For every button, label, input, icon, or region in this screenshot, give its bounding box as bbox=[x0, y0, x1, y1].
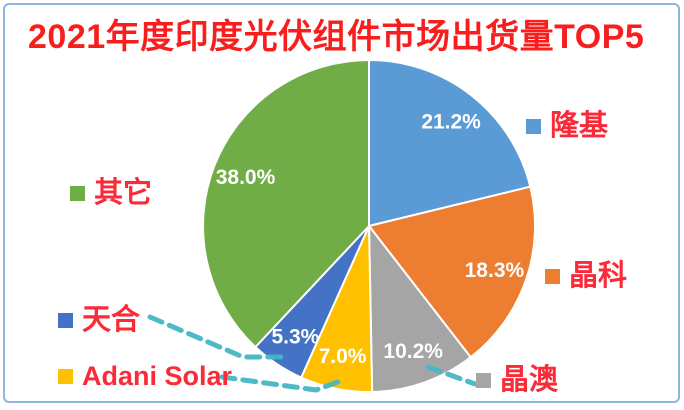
pie-slice-ja-solar bbox=[368, 225, 472, 393]
legend-item-others: 其它 bbox=[70, 176, 152, 210]
pie-value-label-ja-solar: 10.2% bbox=[383, 340, 443, 363]
annotation-lines bbox=[147, 314, 478, 393]
legend-label-trina: 天合 bbox=[82, 304, 141, 336]
legend-swatch-others bbox=[70, 185, 85, 201]
annotation-line-ja-solar bbox=[425, 364, 478, 387]
legend-item-ja-solar: 晶澳 bbox=[476, 363, 558, 397]
legend-label-longi: 隆基 bbox=[550, 110, 609, 142]
annotation-line-adani bbox=[219, 374, 346, 393]
annotation-line-trina bbox=[147, 314, 287, 360]
legend-swatch-jinko bbox=[545, 268, 560, 284]
pie-value-label-trina: 5.3% bbox=[271, 326, 319, 349]
pie-slice-jinko bbox=[368, 185, 536, 359]
legend-label-others: 其它 bbox=[94, 177, 153, 209]
legend-item-adani-solar: Adani Solar bbox=[58, 359, 232, 393]
legend-item-trina: 天合 bbox=[58, 303, 140, 337]
legend-label-jinko: 晶科 bbox=[569, 260, 628, 292]
pie-slices bbox=[202, 59, 536, 394]
pie-slice-others bbox=[202, 59, 370, 348]
legend-label-adani-solar: Adani Solar bbox=[82, 361, 233, 391]
legend-item-longi: 隆基 bbox=[526, 109, 608, 143]
pie-value-label-adani-solar: 7.0% bbox=[319, 345, 367, 368]
pie-slice-longi bbox=[368, 59, 532, 227]
legend-swatch-ja-solar bbox=[476, 372, 491, 388]
percent-labels: 21.2% 18.3% 10.2% 7.0%5.3% 38.0% bbox=[216, 111, 525, 369]
legend-item-jinko: 晶科 bbox=[545, 259, 627, 293]
legend-swatch-trina bbox=[58, 312, 73, 328]
chart-title: 2021年度印度光伏组件市场出货量TOP5 bbox=[28, 18, 645, 56]
legend-swatch-longi bbox=[526, 118, 541, 134]
pie-value-label-jinko: 18.3% bbox=[465, 259, 525, 282]
legend-swatch-adani-solar bbox=[58, 368, 73, 384]
legend-label-ja-solar: 晶澳 bbox=[500, 364, 559, 396]
pie-value-label-others: 38.0% bbox=[216, 166, 276, 189]
pie-value-label-longi: 21.2% bbox=[421, 111, 481, 134]
